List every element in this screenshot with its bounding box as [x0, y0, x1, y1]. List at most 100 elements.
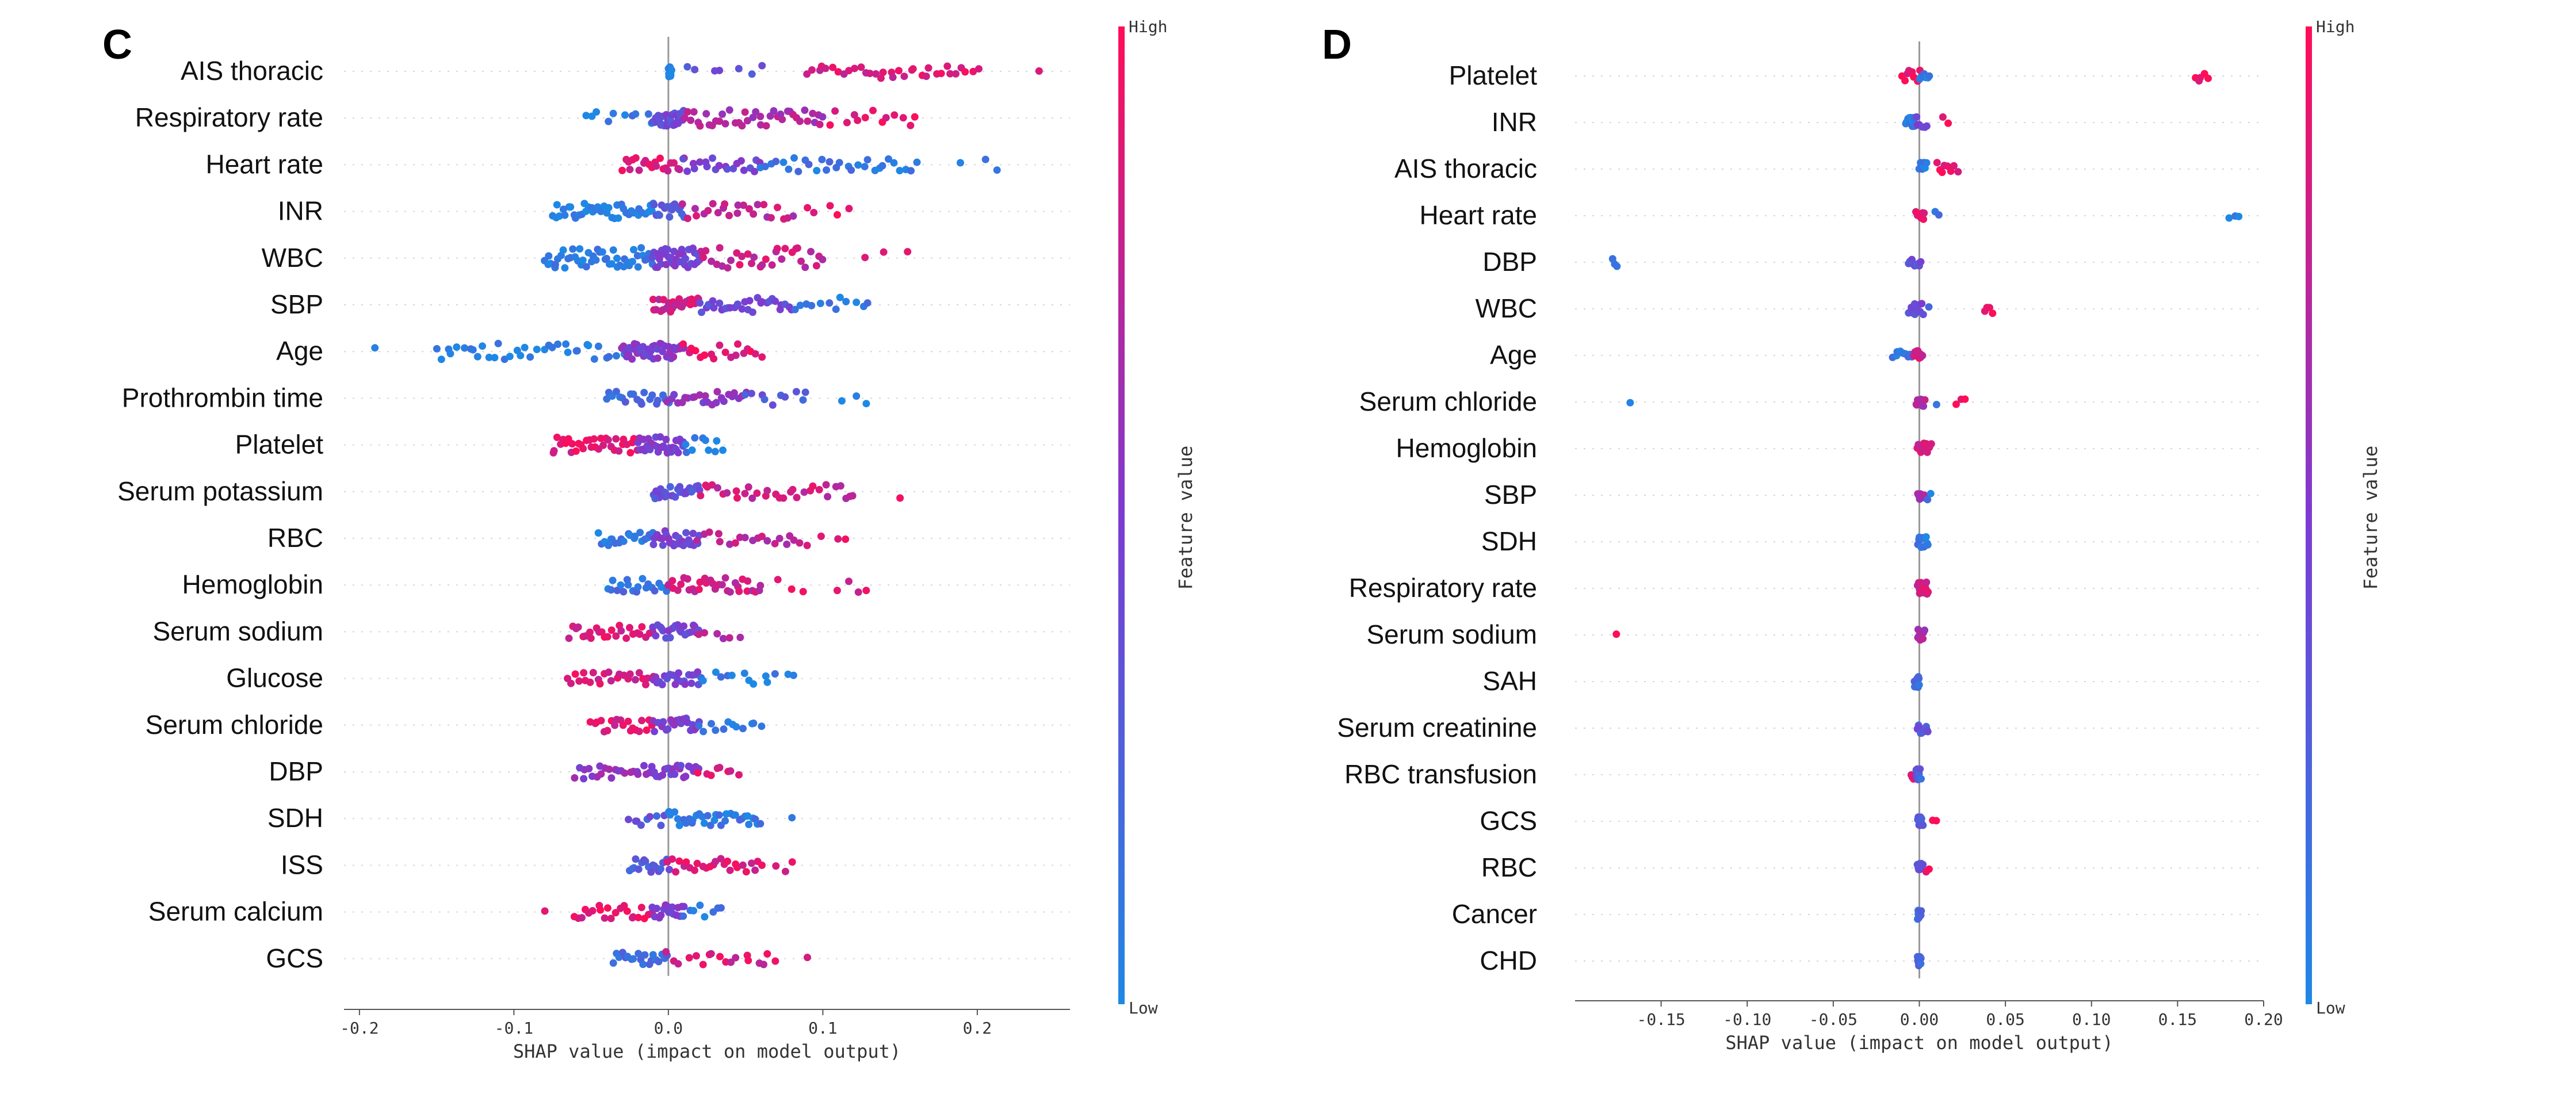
shap-point — [836, 293, 844, 301]
shap-point — [895, 67, 903, 75]
shap-point — [650, 201, 658, 209]
shap-point — [635, 166, 643, 174]
feature-label: Serum potassium — [117, 476, 323, 506]
shap-point — [1924, 588, 1932, 596]
shap-point — [620, 537, 628, 545]
shap-point — [791, 305, 799, 313]
shap-point — [754, 201, 762, 209]
shap-point — [609, 109, 617, 117]
shap-point — [748, 259, 755, 267]
shap-point — [712, 399, 720, 407]
shap-point — [721, 349, 729, 357]
shap-point — [882, 114, 890, 122]
shap-point — [628, 355, 636, 363]
shap-point — [738, 122, 746, 130]
shap-point — [1961, 395, 1969, 403]
shap-point — [668, 855, 676, 863]
shap-point — [469, 346, 477, 354]
shap-point — [2225, 214, 2233, 222]
shap-point — [835, 159, 843, 167]
shap-point — [670, 353, 678, 361]
shap-point — [993, 166, 1001, 174]
shap-point — [521, 343, 529, 351]
shap-point — [621, 111, 629, 119]
shap-point — [594, 342, 602, 350]
shap-point — [561, 264, 569, 272]
shap-point — [641, 951, 649, 959]
shap-point — [1920, 402, 1928, 410]
shap-point — [700, 728, 708, 736]
shap-point — [668, 903, 677, 911]
shap-point — [607, 914, 615, 923]
shap-point — [670, 159, 678, 167]
c-colorbar-title: Feature value — [1175, 446, 1197, 590]
shap-point — [680, 622, 688, 630]
shap-point — [704, 812, 712, 820]
shap-point — [691, 205, 699, 213]
shap-point — [644, 674, 652, 682]
shap-point — [738, 305, 746, 313]
shap-point — [696, 299, 704, 307]
shap-point — [705, 528, 713, 536]
shap-point — [1927, 440, 1935, 448]
shap-point — [666, 866, 673, 874]
shap-point — [659, 627, 667, 635]
shap-point — [596, 680, 604, 688]
shap-point — [853, 392, 861, 400]
shap-point — [717, 904, 725, 912]
feature-label: Platelet — [235, 430, 324, 460]
shap-point — [598, 248, 606, 256]
shap-point — [675, 857, 683, 865]
shap-point — [526, 353, 534, 361]
shap-point — [692, 952, 700, 960]
shap-point — [750, 253, 758, 261]
feature-label: SBP — [1484, 480, 1537, 510]
shap-point — [601, 914, 609, 922]
shap-point — [716, 764, 724, 771]
shap-point — [1919, 821, 1927, 829]
feature-label: Glucose — [226, 663, 323, 693]
shap-point — [605, 766, 613, 773]
shap-point — [761, 163, 769, 170]
shap-point — [637, 244, 645, 252]
shap-point — [632, 855, 640, 863]
shap-point — [694, 769, 702, 777]
shap-point — [1920, 209, 1928, 217]
shap-point — [578, 914, 586, 922]
shap-point — [799, 396, 807, 404]
shap-point — [760, 201, 768, 209]
shap-point — [635, 950, 643, 958]
shap-point — [735, 771, 743, 779]
shap-point — [576, 245, 584, 253]
shap-point — [750, 720, 758, 727]
shap-point — [735, 587, 743, 595]
shap-point — [770, 107, 778, 115]
shap-point — [744, 956, 752, 965]
shap-point — [640, 389, 648, 396]
shap-point — [1923, 578, 1931, 586]
shap-point — [730, 389, 738, 397]
shap-point — [642, 680, 649, 688]
shap-point — [709, 297, 717, 305]
shap-point — [834, 68, 842, 76]
shap-point — [579, 445, 587, 453]
shap-point — [617, 627, 625, 635]
shap-point — [683, 108, 691, 116]
shap-point — [751, 167, 758, 175]
shap-point — [491, 354, 499, 362]
shap-point — [644, 110, 652, 118]
shap-point — [582, 112, 590, 120]
shap-point — [924, 64, 932, 72]
shap-point — [833, 587, 841, 595]
shap-point — [762, 255, 770, 263]
shap-point — [851, 64, 858, 72]
shap-point — [779, 494, 788, 502]
shap-point — [659, 541, 667, 549]
shap-point — [714, 209, 722, 217]
shap-point — [771, 670, 779, 678]
shap-point — [597, 717, 605, 725]
feature-label: Age — [1490, 340, 1537, 370]
shap-point — [685, 954, 693, 962]
shap-point — [831, 107, 839, 115]
x-tick-label: 0.20 — [2244, 1010, 2283, 1029]
